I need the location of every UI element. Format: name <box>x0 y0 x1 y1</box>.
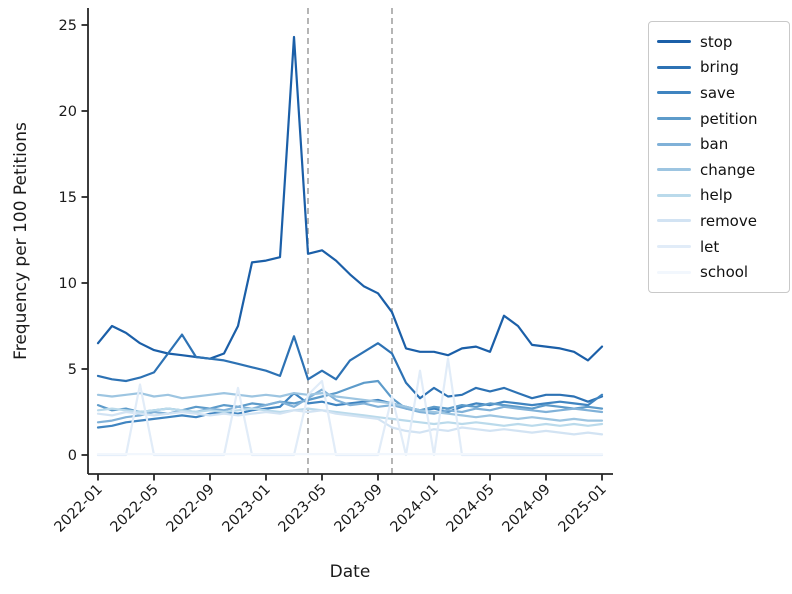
x-tick-label: 2024-09 <box>500 482 554 536</box>
legend-line-swatch <box>657 117 691 121</box>
x-tick-label: 2023-09 <box>332 482 386 536</box>
series-lines <box>96 35 604 457</box>
y-tick-label: 10 <box>59 276 77 292</box>
legend-line-swatch <box>657 40 691 44</box>
series-line-save <box>96 392 604 429</box>
y-tick-label: 15 <box>59 190 77 206</box>
legend-item-bring: bring <box>657 55 781 81</box>
legend-line-swatch <box>657 219 691 223</box>
y-tick-label: 20 <box>59 104 77 120</box>
y-tick-label: 25 <box>59 18 77 34</box>
legend-item-let: let <box>657 234 781 260</box>
legend-line-swatch <box>657 142 691 146</box>
x-tick-labels: 2022-01 2022-05 2022-09 2023-01 2023-05 2023-… <box>52 482 610 536</box>
x-tick-label: 2024-05 <box>444 482 498 536</box>
x-tick-label: 2025-01 <box>556 482 610 536</box>
x-tick-label: 2024-01 <box>388 482 442 536</box>
legend-item-save: save <box>657 80 781 106</box>
legend: stop bring save petition ban change help remove… <box>648 21 790 293</box>
legend-label: stop <box>700 32 733 51</box>
legend-item-petition: petition <box>657 106 781 132</box>
legend-line-swatch <box>657 193 691 197</box>
x-tick-label: 2023-01 <box>220 482 274 536</box>
x-axis-title: Date <box>330 562 371 582</box>
series-line-change <box>96 392 604 422</box>
axes <box>81 8 613 481</box>
y-tick-label: 5 <box>68 362 77 378</box>
legend-label: petition <box>700 109 758 128</box>
legend-item-change: change <box>657 157 781 183</box>
legend-item-school: school <box>657 259 781 285</box>
legend-line-swatch <box>657 91 691 95</box>
legend-label: help <box>700 186 733 205</box>
legend-item-ban: ban <box>657 131 781 157</box>
legend-item-help: help <box>657 183 781 209</box>
legend-label: change <box>700 160 756 179</box>
y-tick-label: 0 <box>68 448 77 464</box>
legend-label: save <box>700 83 736 102</box>
legend-line-swatch <box>657 245 691 249</box>
legend-label: let <box>700 237 720 256</box>
series-line-remove <box>96 409 604 436</box>
legend-label: remove <box>700 211 757 230</box>
legend-label: bring <box>700 58 739 77</box>
y-tick-labels: 0 5 10 15 20 25 <box>59 18 77 464</box>
x-tick-label: 2023-05 <box>276 482 330 536</box>
series-line-stop <box>96 35 604 362</box>
x-tick-label: 2022-05 <box>108 482 162 536</box>
legend-line-swatch <box>657 168 691 172</box>
series-line-bring <box>96 333 604 403</box>
x-tick-label: 2022-09 <box>164 482 218 536</box>
legend-label: ban <box>700 135 729 154</box>
legend-item-stop: stop <box>657 29 781 55</box>
legend-item-remove: remove <box>657 208 781 234</box>
series-line-help <box>96 407 604 427</box>
y-axis-title: Frequency per 100 Petitions <box>11 122 31 360</box>
x-tick-label: 2022-01 <box>52 482 106 536</box>
legend-label: school <box>700 263 749 282</box>
legend-line-swatch <box>657 270 691 274</box>
legend-line-swatch <box>657 65 691 69</box>
